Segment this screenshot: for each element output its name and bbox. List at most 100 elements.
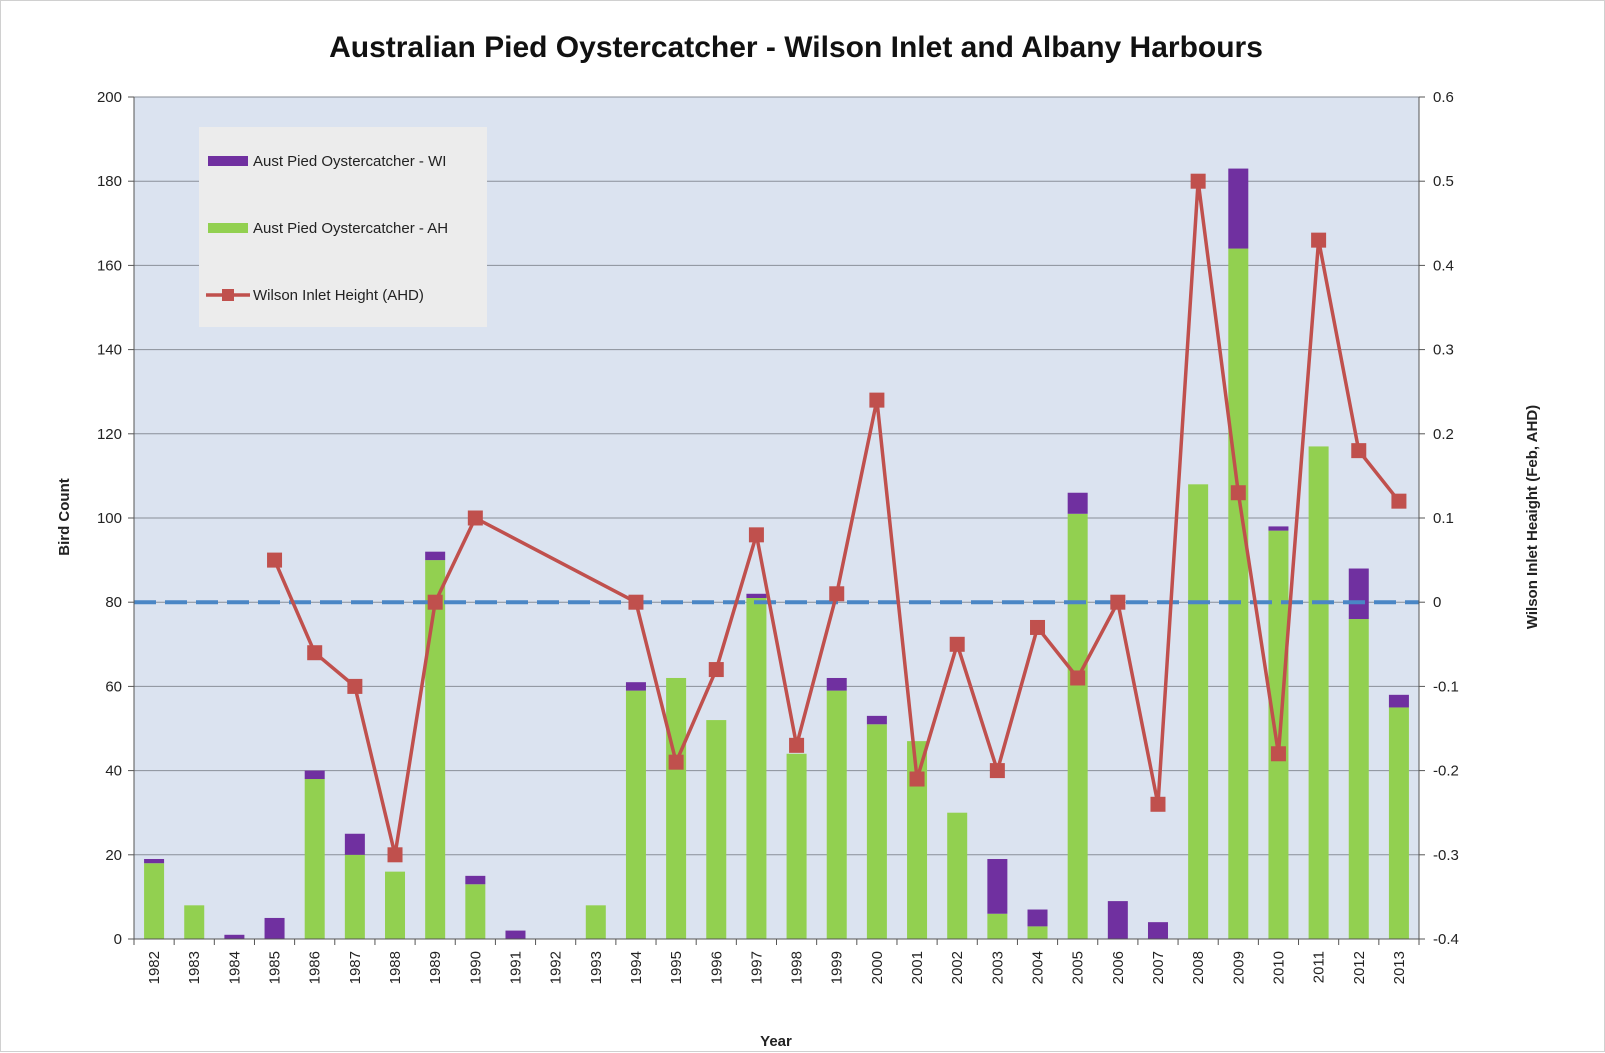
bar-wi bbox=[264, 917, 285, 939]
line-marker bbox=[949, 636, 965, 652]
bar-ah bbox=[1188, 484, 1209, 939]
y-tick-label: 40 bbox=[105, 763, 122, 780]
bar-wi bbox=[987, 859, 1008, 914]
line-marker bbox=[1230, 485, 1246, 501]
x-tick-label: 1992 bbox=[548, 951, 565, 984]
bar-wi bbox=[224, 934, 245, 939]
legend-marker bbox=[222, 289, 234, 301]
bar-wi bbox=[1228, 168, 1249, 249]
line-marker bbox=[1030, 619, 1046, 635]
bar-ah bbox=[706, 720, 727, 939]
x-tick-label: 2004 bbox=[1030, 951, 1047, 984]
line-marker bbox=[1150, 796, 1166, 812]
bar-wi bbox=[1348, 568, 1369, 620]
y-tick-label: 60 bbox=[105, 678, 122, 695]
bar-ah bbox=[465, 884, 486, 939]
bar-ah bbox=[1067, 513, 1088, 939]
x-tick-label: 1990 bbox=[467, 951, 484, 984]
x-tick-label: 2012 bbox=[1351, 951, 1368, 984]
x-tick-label: 2013 bbox=[1391, 951, 1408, 984]
x-tick-label: 2005 bbox=[1070, 951, 1087, 984]
bar-ah bbox=[304, 779, 325, 939]
bar-wi bbox=[505, 930, 526, 939]
y-tick-label: 140 bbox=[97, 342, 122, 359]
line-marker bbox=[668, 754, 684, 770]
line-marker bbox=[307, 645, 323, 661]
bar-ah bbox=[1388, 707, 1409, 939]
line-series-path bbox=[272, 179, 1401, 857]
y2-tick-label: 0.6 bbox=[1433, 89, 1454, 106]
y2-tick-label: -0.3 bbox=[1433, 847, 1459, 864]
line-marker bbox=[347, 678, 363, 694]
bar-wi bbox=[1027, 909, 1048, 927]
x-tick-label: 1989 bbox=[427, 951, 444, 984]
bar-ah bbox=[1348, 619, 1369, 939]
x-tick-label: 1995 bbox=[668, 951, 685, 984]
line-marker bbox=[1190, 173, 1206, 189]
y2-tick-label: -0.2 bbox=[1433, 763, 1459, 780]
y2-tick-label: -0.1 bbox=[1433, 678, 1459, 695]
x-tick-label: 1999 bbox=[829, 951, 846, 984]
legend-label: Wilson Inlet Height (AHD) bbox=[253, 287, 424, 304]
x-axis-title: Year bbox=[760, 1033, 792, 1050]
x-tick-label: 2007 bbox=[1150, 951, 1167, 984]
line-marker bbox=[829, 586, 845, 602]
line-marker bbox=[427, 594, 443, 610]
x-tick-label: 2008 bbox=[1190, 951, 1207, 984]
x-tick-label: 2001 bbox=[909, 951, 926, 984]
y2-tick-label: 0.1 bbox=[1433, 510, 1454, 527]
bar-ah bbox=[947, 812, 968, 939]
y-tick-label: 120 bbox=[97, 426, 122, 443]
x-tick-label: 1987 bbox=[347, 951, 364, 984]
y-tick-label: 0 bbox=[114, 931, 122, 948]
y-tick-label: 20 bbox=[105, 847, 122, 864]
y-tick-label: 180 bbox=[97, 173, 122, 190]
line-marker bbox=[1351, 443, 1367, 459]
line-marker bbox=[467, 510, 483, 526]
line-marker bbox=[869, 392, 885, 408]
legend-label: Aust Pied Oystercatcher - AH bbox=[253, 220, 448, 237]
legend: Aust Pied Oystercatcher - WI Aust Pied Oy… bbox=[199, 127, 487, 327]
bar-wi bbox=[1147, 922, 1168, 939]
line-marker bbox=[267, 552, 283, 568]
x-tick-label: 1984 bbox=[226, 951, 243, 984]
line-marker bbox=[989, 763, 1005, 779]
line-marker bbox=[1311, 232, 1327, 248]
bar-ah bbox=[184, 905, 205, 939]
bar-ah bbox=[425, 560, 446, 939]
x-tick-label: 2011 bbox=[1311, 951, 1328, 983]
line-marker bbox=[628, 594, 644, 610]
bar-ah bbox=[987, 913, 1008, 939]
y2-tick-label: 0 bbox=[1433, 594, 1441, 611]
line-marker bbox=[1070, 670, 1086, 686]
x-tick-label: 1985 bbox=[267, 951, 284, 984]
bar-ah bbox=[344, 854, 365, 939]
bar-ah bbox=[826, 690, 847, 939]
chart-title: Australian Pied Oystercatcher - Wilson I… bbox=[329, 31, 1263, 64]
line-marker bbox=[1270, 746, 1286, 762]
y2-tick-label: -0.4 bbox=[1433, 931, 1459, 948]
x-tick-label: 1996 bbox=[708, 951, 725, 984]
x-tick-label: 1994 bbox=[628, 951, 645, 984]
x-tick-label: 2009 bbox=[1230, 951, 1247, 984]
y-tick-label: 160 bbox=[97, 257, 122, 274]
y-axis-title: Bird Count bbox=[56, 478, 73, 555]
line-marker bbox=[789, 737, 805, 753]
bar-wi bbox=[866, 715, 887, 725]
legend-swatch bbox=[208, 156, 248, 166]
line-marker bbox=[909, 771, 925, 787]
line-marker bbox=[748, 527, 764, 543]
y2-tick-label: 0.3 bbox=[1433, 342, 1454, 359]
bar-wi bbox=[1268, 526, 1289, 531]
x-tick-label: 1986 bbox=[307, 951, 324, 984]
legend-label: Aust Pied Oystercatcher - WI bbox=[253, 153, 446, 170]
bar-wi bbox=[344, 833, 365, 855]
line-series-group bbox=[267, 173, 1407, 863]
legend-swatch bbox=[208, 223, 248, 233]
line-marker bbox=[387, 847, 403, 863]
bar-series-group bbox=[144, 168, 1409, 939]
y-tick-label: 200 bbox=[97, 89, 122, 106]
y2-tick-label: 0.2 bbox=[1433, 426, 1454, 443]
x-tick-label: 2006 bbox=[1110, 951, 1127, 984]
